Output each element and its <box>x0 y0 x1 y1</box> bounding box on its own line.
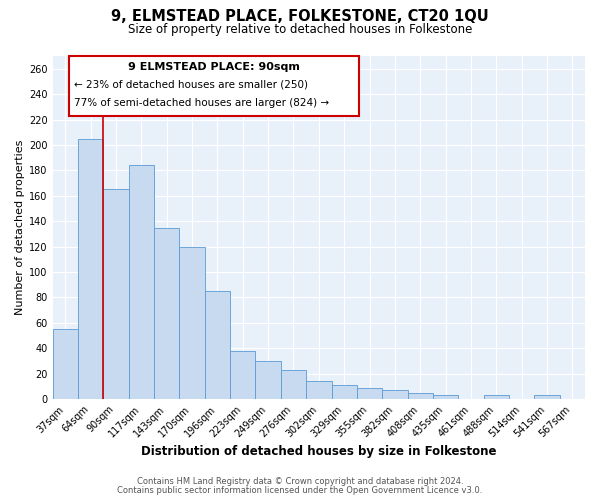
Bar <box>306 382 332 399</box>
Text: 77% of semi-detached houses are larger (824) →: 77% of semi-detached houses are larger (… <box>74 98 329 108</box>
Text: Size of property relative to detached houses in Folkestone: Size of property relative to detached ho… <box>128 22 472 36</box>
Bar <box>205 291 230 399</box>
Text: 9, ELMSTEAD PLACE, FOLKESTONE, CT20 1QU: 9, ELMSTEAD PLACE, FOLKESTONE, CT20 1QU <box>111 9 489 24</box>
Text: Contains HM Land Registry data © Crown copyright and database right 2024.: Contains HM Land Registry data © Crown c… <box>137 477 463 486</box>
Bar <box>357 388 382 399</box>
Bar <box>433 396 458 399</box>
Bar <box>332 385 357 399</box>
Text: ← 23% of detached houses are smaller (250): ← 23% of detached houses are smaller (25… <box>74 80 308 90</box>
Bar <box>382 390 407 399</box>
Text: Contains public sector information licensed under the Open Government Licence v3: Contains public sector information licen… <box>118 486 482 495</box>
Bar <box>103 190 129 399</box>
Bar <box>535 396 560 399</box>
FancyBboxPatch shape <box>68 56 359 116</box>
X-axis label: Distribution of detached houses by size in Folkestone: Distribution of detached houses by size … <box>141 444 497 458</box>
Bar <box>281 370 306 399</box>
Text: 9 ELMSTEAD PLACE: 90sqm: 9 ELMSTEAD PLACE: 90sqm <box>128 62 299 72</box>
Bar <box>407 393 433 399</box>
Bar <box>78 138 103 399</box>
Bar <box>179 246 205 399</box>
Bar <box>129 166 154 399</box>
Y-axis label: Number of detached properties: Number of detached properties <box>15 140 25 316</box>
Bar <box>154 228 179 399</box>
Bar <box>484 396 509 399</box>
Bar <box>230 351 256 399</box>
Bar <box>53 330 78 399</box>
Bar <box>256 361 281 399</box>
